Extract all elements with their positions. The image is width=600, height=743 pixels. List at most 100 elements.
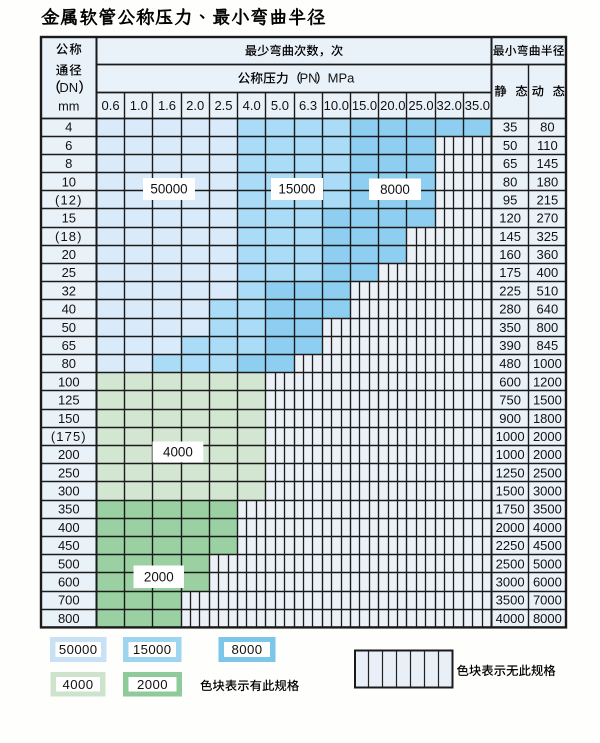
- svg-text:400: 400: [537, 265, 559, 280]
- svg-text:0.6: 0.6: [102, 98, 120, 113]
- svg-text:25.0: 25.0: [408, 98, 433, 113]
- svg-text:1800: 1800: [533, 411, 562, 426]
- svg-text:8: 8: [65, 156, 72, 171]
- svg-text:600: 600: [499, 374, 521, 389]
- svg-text:4000: 4000: [533, 520, 562, 535]
- svg-text:1500: 1500: [496, 484, 525, 499]
- svg-text:50000: 50000: [59, 642, 98, 657]
- svg-text:2000: 2000: [496, 520, 525, 535]
- svg-text:(175): (175): [51, 429, 87, 444]
- svg-text:750: 750: [499, 393, 521, 408]
- svg-text:5.0: 5.0: [271, 98, 289, 113]
- svg-text:2500: 2500: [496, 556, 525, 571]
- svg-text:80: 80: [540, 120, 554, 135]
- svg-text:10.0: 10.0: [324, 98, 349, 113]
- svg-text:120: 120: [499, 211, 521, 226]
- svg-text:480: 480: [499, 356, 521, 371]
- svg-text:(12): (12): [55, 193, 83, 208]
- svg-text:(18): (18): [55, 229, 83, 244]
- svg-text:300: 300: [58, 484, 80, 499]
- svg-text:2000: 2000: [137, 677, 168, 692]
- svg-text:50: 50: [62, 320, 76, 335]
- svg-text:4000: 4000: [63, 677, 94, 692]
- svg-text:3000: 3000: [496, 575, 525, 590]
- svg-text:DN: DN: [59, 80, 78, 95]
- svg-text:7000: 7000: [533, 593, 562, 608]
- svg-text:145: 145: [537, 156, 559, 171]
- svg-text:4.0: 4.0: [243, 98, 261, 113]
- svg-text:1750: 1750: [496, 502, 525, 517]
- svg-text:35.0: 35.0: [465, 98, 490, 113]
- svg-text:1.0: 1.0: [130, 98, 148, 113]
- svg-text:700: 700: [58, 593, 80, 608]
- svg-text:600: 600: [58, 575, 80, 590]
- svg-text:400: 400: [58, 520, 80, 535]
- svg-text:32.0: 32.0: [437, 98, 462, 113]
- svg-text:4500: 4500: [533, 538, 562, 553]
- svg-text:2000: 2000: [144, 570, 174, 585]
- svg-text:510: 510: [537, 283, 559, 298]
- svg-text:800: 800: [537, 320, 559, 335]
- svg-text:65: 65: [62, 338, 76, 353]
- svg-text:4: 4: [65, 120, 72, 135]
- svg-text:270: 270: [537, 211, 559, 226]
- svg-text:200: 200: [58, 447, 80, 462]
- svg-text:900: 900: [499, 411, 521, 426]
- svg-text:35: 35: [503, 120, 517, 135]
- svg-text:95: 95: [503, 193, 517, 208]
- svg-text:215: 215: [537, 193, 559, 208]
- svg-text:15: 15: [62, 211, 76, 226]
- svg-text:20.0: 20.0: [380, 98, 405, 113]
- svg-text:1200: 1200: [533, 374, 562, 389]
- svg-text:50: 50: [503, 138, 517, 153]
- svg-text:MPa: MPa: [328, 71, 356, 86]
- svg-text:160: 160: [499, 247, 521, 262]
- svg-text:390: 390: [499, 338, 521, 353]
- svg-text:100: 100: [58, 374, 80, 389]
- svg-text:80: 80: [62, 356, 76, 371]
- svg-text:450: 450: [58, 538, 80, 553]
- svg-text:350: 350: [58, 502, 80, 517]
- svg-text:360: 360: [537, 247, 559, 262]
- svg-text:mm: mm: [58, 99, 79, 114]
- svg-text:6000: 6000: [533, 575, 562, 590]
- svg-text:32: 32: [62, 283, 76, 298]
- svg-text:20: 20: [62, 247, 76, 262]
- svg-text:15000: 15000: [133, 642, 172, 657]
- svg-text:180: 180: [537, 174, 559, 189]
- svg-text:8000: 8000: [533, 611, 562, 626]
- svg-text:350: 350: [499, 320, 521, 335]
- svg-text:1000: 1000: [496, 447, 525, 462]
- svg-text:50000: 50000: [150, 182, 187, 197]
- svg-text:3000: 3000: [533, 484, 562, 499]
- svg-text:6.3: 6.3: [299, 98, 317, 113]
- svg-text:40: 40: [62, 302, 76, 317]
- svg-text:80: 80: [503, 174, 517, 189]
- svg-text:2500: 2500: [533, 465, 562, 480]
- svg-text:225: 225: [499, 283, 521, 298]
- svg-text:1.6: 1.6: [158, 98, 176, 113]
- svg-text:2.0: 2.0: [186, 98, 204, 113]
- svg-text:325: 325: [537, 229, 559, 244]
- svg-text:110: 110: [537, 138, 558, 153]
- svg-text:800: 800: [58, 611, 80, 626]
- svg-text:1250: 1250: [496, 465, 525, 480]
- svg-text:175: 175: [499, 265, 521, 280]
- svg-text:2000: 2000: [533, 429, 562, 444]
- svg-text:640: 640: [537, 302, 559, 317]
- svg-text:1500: 1500: [533, 393, 562, 408]
- svg-text:2.5: 2.5: [214, 98, 232, 113]
- svg-text:6: 6: [65, 138, 72, 153]
- svg-text:845: 845: [537, 338, 559, 353]
- svg-text:3500: 3500: [496, 593, 525, 608]
- svg-text:1000: 1000: [496, 429, 525, 444]
- svg-text:8000: 8000: [380, 182, 410, 197]
- svg-text:4000: 4000: [163, 445, 193, 460]
- svg-text:15.0: 15.0: [352, 98, 377, 113]
- svg-text:150: 150: [58, 411, 80, 426]
- svg-text:25: 25: [62, 265, 76, 280]
- svg-text:3500: 3500: [533, 502, 562, 517]
- svg-text:125: 125: [58, 393, 80, 408]
- svg-text:5000: 5000: [533, 556, 562, 571]
- svg-text:250: 250: [58, 465, 80, 480]
